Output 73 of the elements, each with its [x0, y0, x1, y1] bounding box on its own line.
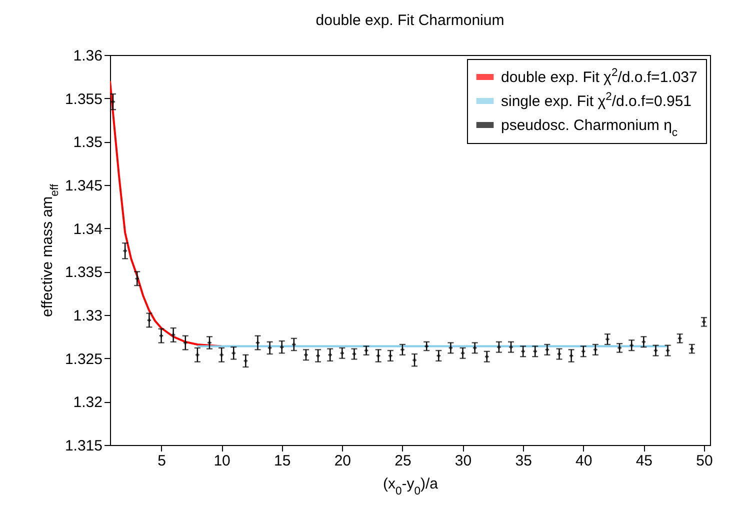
point — [485, 354, 489, 358]
point — [412, 358, 416, 362]
x-tick-label: 50 — [696, 452, 713, 470]
point — [702, 320, 706, 324]
point — [147, 318, 152, 322]
point — [184, 340, 188, 345]
x-tick-label: 35 — [515, 452, 532, 470]
point — [364, 348, 368, 352]
point — [581, 350, 586, 354]
y-tick-label: 1.345 — [64, 178, 102, 194]
legend-label: single exp. Fit χ$^{2}$/d.o.f=0.951 — [501, 91, 692, 110]
point — [424, 344, 428, 348]
point — [171, 333, 176, 337]
point — [304, 352, 308, 357]
y-tick-label: 1.35 — [73, 134, 102, 152]
chart-title: double exp. Fit Charmonium — [316, 12, 504, 29]
x-tick-label: 40 — [576, 452, 592, 470]
point — [208, 340, 212, 345]
point — [196, 352, 200, 357]
point — [436, 354, 441, 358]
point — [111, 100, 115, 104]
point — [268, 346, 272, 350]
point — [654, 348, 658, 352]
point — [509, 345, 513, 349]
x-tick-label: 45 — [636, 452, 653, 470]
legend-label: pseudosc. Charmonium η$_{c}$ — [501, 117, 678, 139]
point — [545, 348, 550, 352]
point — [618, 346, 622, 350]
point — [400, 348, 404, 352]
x-tick-label: 30 — [454, 452, 472, 470]
point — [497, 345, 501, 349]
point — [220, 352, 224, 357]
legend-label: double exp. Fit χ$^{2}$/d.o.f=1.037 — [501, 67, 698, 86]
y-tick-label: 1.355 — [64, 90, 102, 108]
point — [678, 336, 682, 340]
point — [123, 248, 127, 253]
x-tick-label: 25 — [394, 452, 412, 470]
point — [666, 348, 670, 352]
x-tick-label: 5 — [158, 452, 166, 470]
point — [642, 340, 646, 344]
y-tick-label: 1.325 — [64, 350, 102, 368]
point — [135, 276, 140, 280]
point — [232, 351, 236, 356]
y-tick-label: 1.315 — [64, 438, 102, 454]
y-tick-label: 1.335 — [64, 264, 102, 282]
point — [388, 354, 392, 358]
x-tick-label: 15 — [274, 452, 291, 470]
x-tick-label: 20 — [334, 452, 352, 470]
y-tick-label: 1.33 — [73, 308, 102, 324]
x-tick-label: 10 — [214, 452, 230, 470]
point — [159, 334, 164, 338]
y-tick-label: 1.34 — [73, 220, 102, 238]
x-axis-title: (x$_{0}$-y$_{0}$)/a — [382, 476, 439, 498]
y-tick-label: 1.32 — [73, 394, 102, 412]
point — [569, 354, 574, 358]
point — [256, 340, 260, 345]
point — [472, 346, 477, 350]
point — [448, 346, 453, 350]
point — [630, 343, 634, 348]
point — [594, 348, 598, 352]
point — [244, 359, 248, 363]
point — [292, 342, 296, 346]
point — [280, 345, 284, 349]
point — [460, 351, 465, 356]
point — [340, 351, 344, 356]
point — [533, 350, 537, 354]
y-tick-label: 1.36 — [73, 48, 102, 64]
point — [376, 354, 380, 358]
point — [316, 354, 320, 358]
point — [328, 352, 332, 357]
point — [690, 346, 694, 351]
point — [606, 337, 610, 342]
point — [521, 350, 525, 354]
